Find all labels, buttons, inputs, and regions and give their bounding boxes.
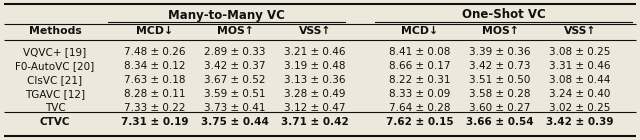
- Text: 3.08 ± 0.44: 3.08 ± 0.44: [549, 75, 611, 85]
- Text: 3.13 ± 0.36: 3.13 ± 0.36: [284, 75, 346, 85]
- Text: Many-to-Many VC: Many-to-Many VC: [168, 9, 285, 22]
- Text: ClsVC [21]: ClsVC [21]: [28, 75, 83, 85]
- Text: 7.33 ± 0.22: 7.33 ± 0.22: [124, 103, 186, 113]
- Text: 3.71 ± 0.42: 3.71 ± 0.42: [281, 117, 349, 127]
- Text: 7.31 ± 0.19: 7.31 ± 0.19: [121, 117, 189, 127]
- Text: 3.42 ± 0.37: 3.42 ± 0.37: [204, 61, 266, 71]
- Text: 7.64 ± 0.28: 7.64 ± 0.28: [389, 103, 451, 113]
- Text: 3.02 ± 0.25: 3.02 ± 0.25: [549, 103, 611, 113]
- Text: 8.28 ± 0.11: 8.28 ± 0.11: [124, 89, 186, 99]
- Text: 3.66 ± 0.54: 3.66 ± 0.54: [466, 117, 534, 127]
- Text: 3.60 ± 0.27: 3.60 ± 0.27: [469, 103, 531, 113]
- Text: TGAVC [12]: TGAVC [12]: [25, 89, 85, 99]
- Text: 3.42 ± 0.73: 3.42 ± 0.73: [469, 61, 531, 71]
- Text: 3.59 ± 0.51: 3.59 ± 0.51: [204, 89, 266, 99]
- Text: 8.41 ± 0.08: 8.41 ± 0.08: [389, 47, 451, 57]
- Text: VQVC+ [19]: VQVC+ [19]: [24, 47, 86, 57]
- Text: 3.08 ± 0.25: 3.08 ± 0.25: [549, 47, 611, 57]
- Text: 2.89 ± 0.33: 2.89 ± 0.33: [204, 47, 266, 57]
- Text: 3.73 ± 0.41: 3.73 ± 0.41: [204, 103, 266, 113]
- Text: 8.34 ± 0.12: 8.34 ± 0.12: [124, 61, 186, 71]
- Text: 3.31 ± 0.46: 3.31 ± 0.46: [549, 61, 611, 71]
- Text: Methods: Methods: [29, 26, 81, 36]
- Text: 3.51 ± 0.50: 3.51 ± 0.50: [469, 75, 531, 85]
- Text: MOS↑: MOS↑: [216, 26, 253, 36]
- Text: TVC: TVC: [45, 103, 65, 113]
- Text: 3.42 ± 0.39: 3.42 ± 0.39: [547, 117, 614, 127]
- Text: VSS↑: VSS↑: [299, 26, 332, 36]
- Text: MOS↑: MOS↑: [481, 26, 518, 36]
- Text: 3.24 ± 0.40: 3.24 ± 0.40: [549, 89, 611, 99]
- Text: CTVC: CTVC: [40, 117, 70, 127]
- Text: 3.19 ± 0.48: 3.19 ± 0.48: [284, 61, 346, 71]
- Text: 3.12 ± 0.47: 3.12 ± 0.47: [284, 103, 346, 113]
- Text: VSS↑: VSS↑: [564, 26, 596, 36]
- Text: 7.48 ± 0.26: 7.48 ± 0.26: [124, 47, 186, 57]
- Text: One-Shot VC: One-Shot VC: [461, 9, 545, 22]
- Text: MCD↓: MCD↓: [136, 26, 173, 36]
- Text: 8.66 ± 0.17: 8.66 ± 0.17: [389, 61, 451, 71]
- Text: 3.21 ± 0.46: 3.21 ± 0.46: [284, 47, 346, 57]
- Text: 3.67 ± 0.52: 3.67 ± 0.52: [204, 75, 266, 85]
- Text: 3.39 ± 0.36: 3.39 ± 0.36: [469, 47, 531, 57]
- Text: 7.63 ± 0.18: 7.63 ± 0.18: [124, 75, 186, 85]
- Text: 7.62 ± 0.15: 7.62 ± 0.15: [386, 117, 454, 127]
- Text: 8.33 ± 0.09: 8.33 ± 0.09: [389, 89, 451, 99]
- Text: F0-AutoVC [20]: F0-AutoVC [20]: [15, 61, 95, 71]
- Text: 3.28 ± 0.49: 3.28 ± 0.49: [284, 89, 346, 99]
- Text: MCD↓: MCD↓: [401, 26, 438, 36]
- Text: 8.22 ± 0.31: 8.22 ± 0.31: [389, 75, 451, 85]
- Text: 3.58 ± 0.28: 3.58 ± 0.28: [469, 89, 531, 99]
- Text: 3.75 ± 0.44: 3.75 ± 0.44: [201, 117, 269, 127]
